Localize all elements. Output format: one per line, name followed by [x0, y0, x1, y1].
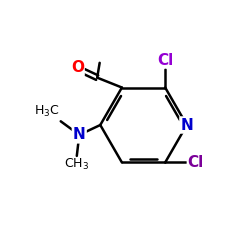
Text: H$_3$C: H$_3$C	[34, 104, 60, 119]
Text: CH$_3$: CH$_3$	[64, 157, 89, 172]
Text: Cl: Cl	[157, 53, 173, 68]
Text: N: N	[180, 118, 193, 132]
Text: Cl: Cl	[188, 155, 204, 170]
Text: N: N	[73, 128, 86, 142]
Text: O: O	[71, 60, 84, 75]
